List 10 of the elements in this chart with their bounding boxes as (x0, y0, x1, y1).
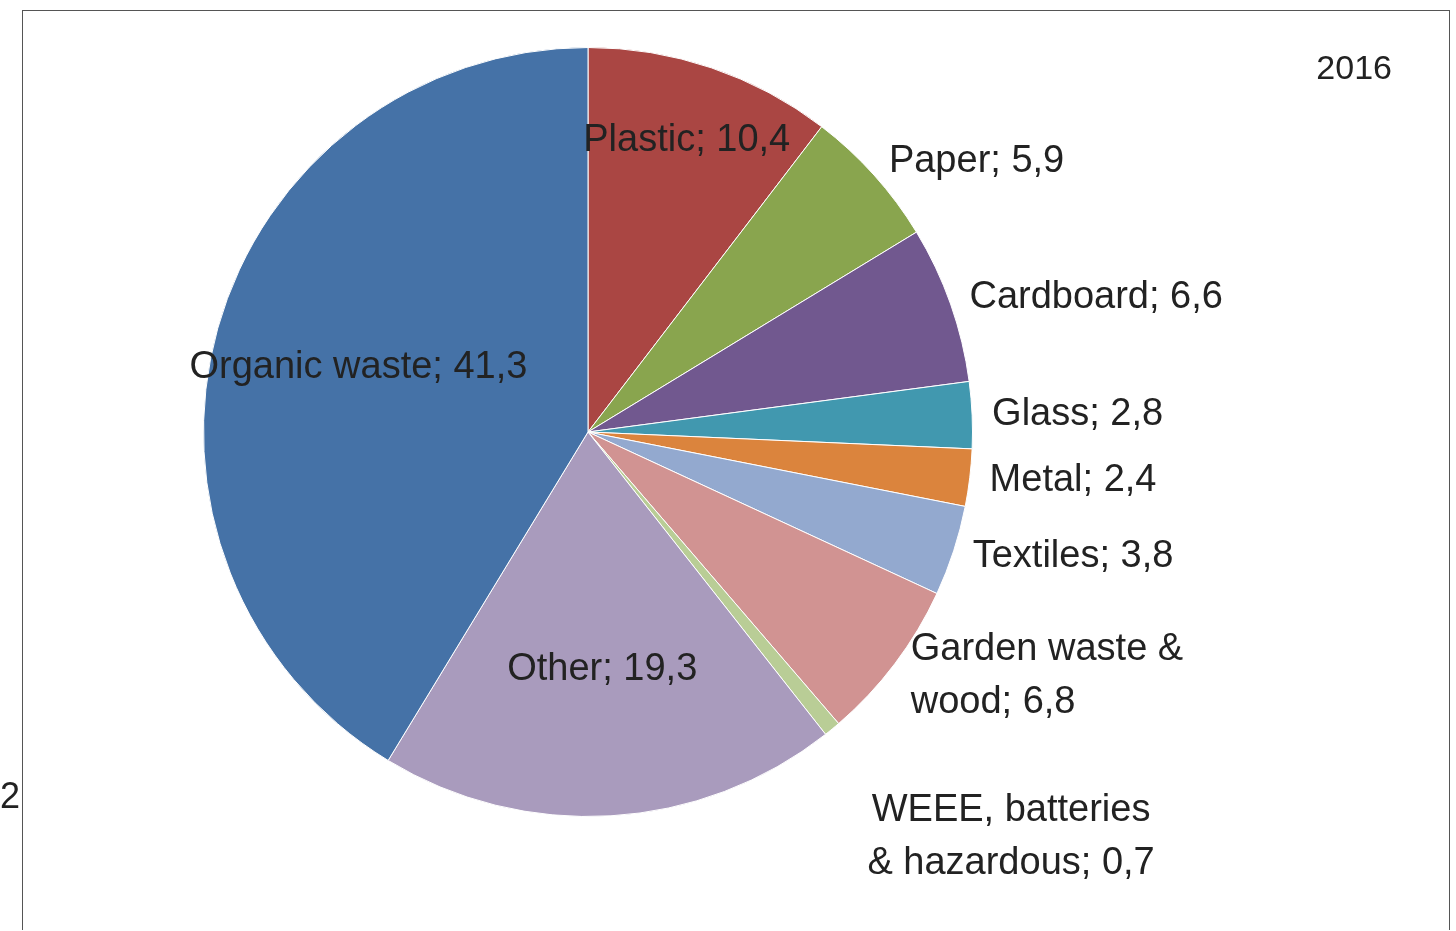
slice-label: Metal; 2,4 (989, 456, 1157, 499)
slice-label: WEEE, batteries & hazardous; 0,7 (867, 787, 1155, 883)
slice-label: Cardboard; 6,6 (969, 273, 1223, 316)
slice-label: Paper; 5,9 (888, 138, 1065, 181)
text: 2016 (1316, 48, 1392, 87)
slice-label: Textiles; 3,8 (972, 533, 1174, 576)
slice-label: Other; 19,3 (507, 646, 698, 689)
slice-label: Glass; 2,8 (992, 390, 1164, 433)
text: 2 (0, 775, 21, 817)
slice-label: Garden waste & wood; 6,8 (909, 625, 1184, 721)
